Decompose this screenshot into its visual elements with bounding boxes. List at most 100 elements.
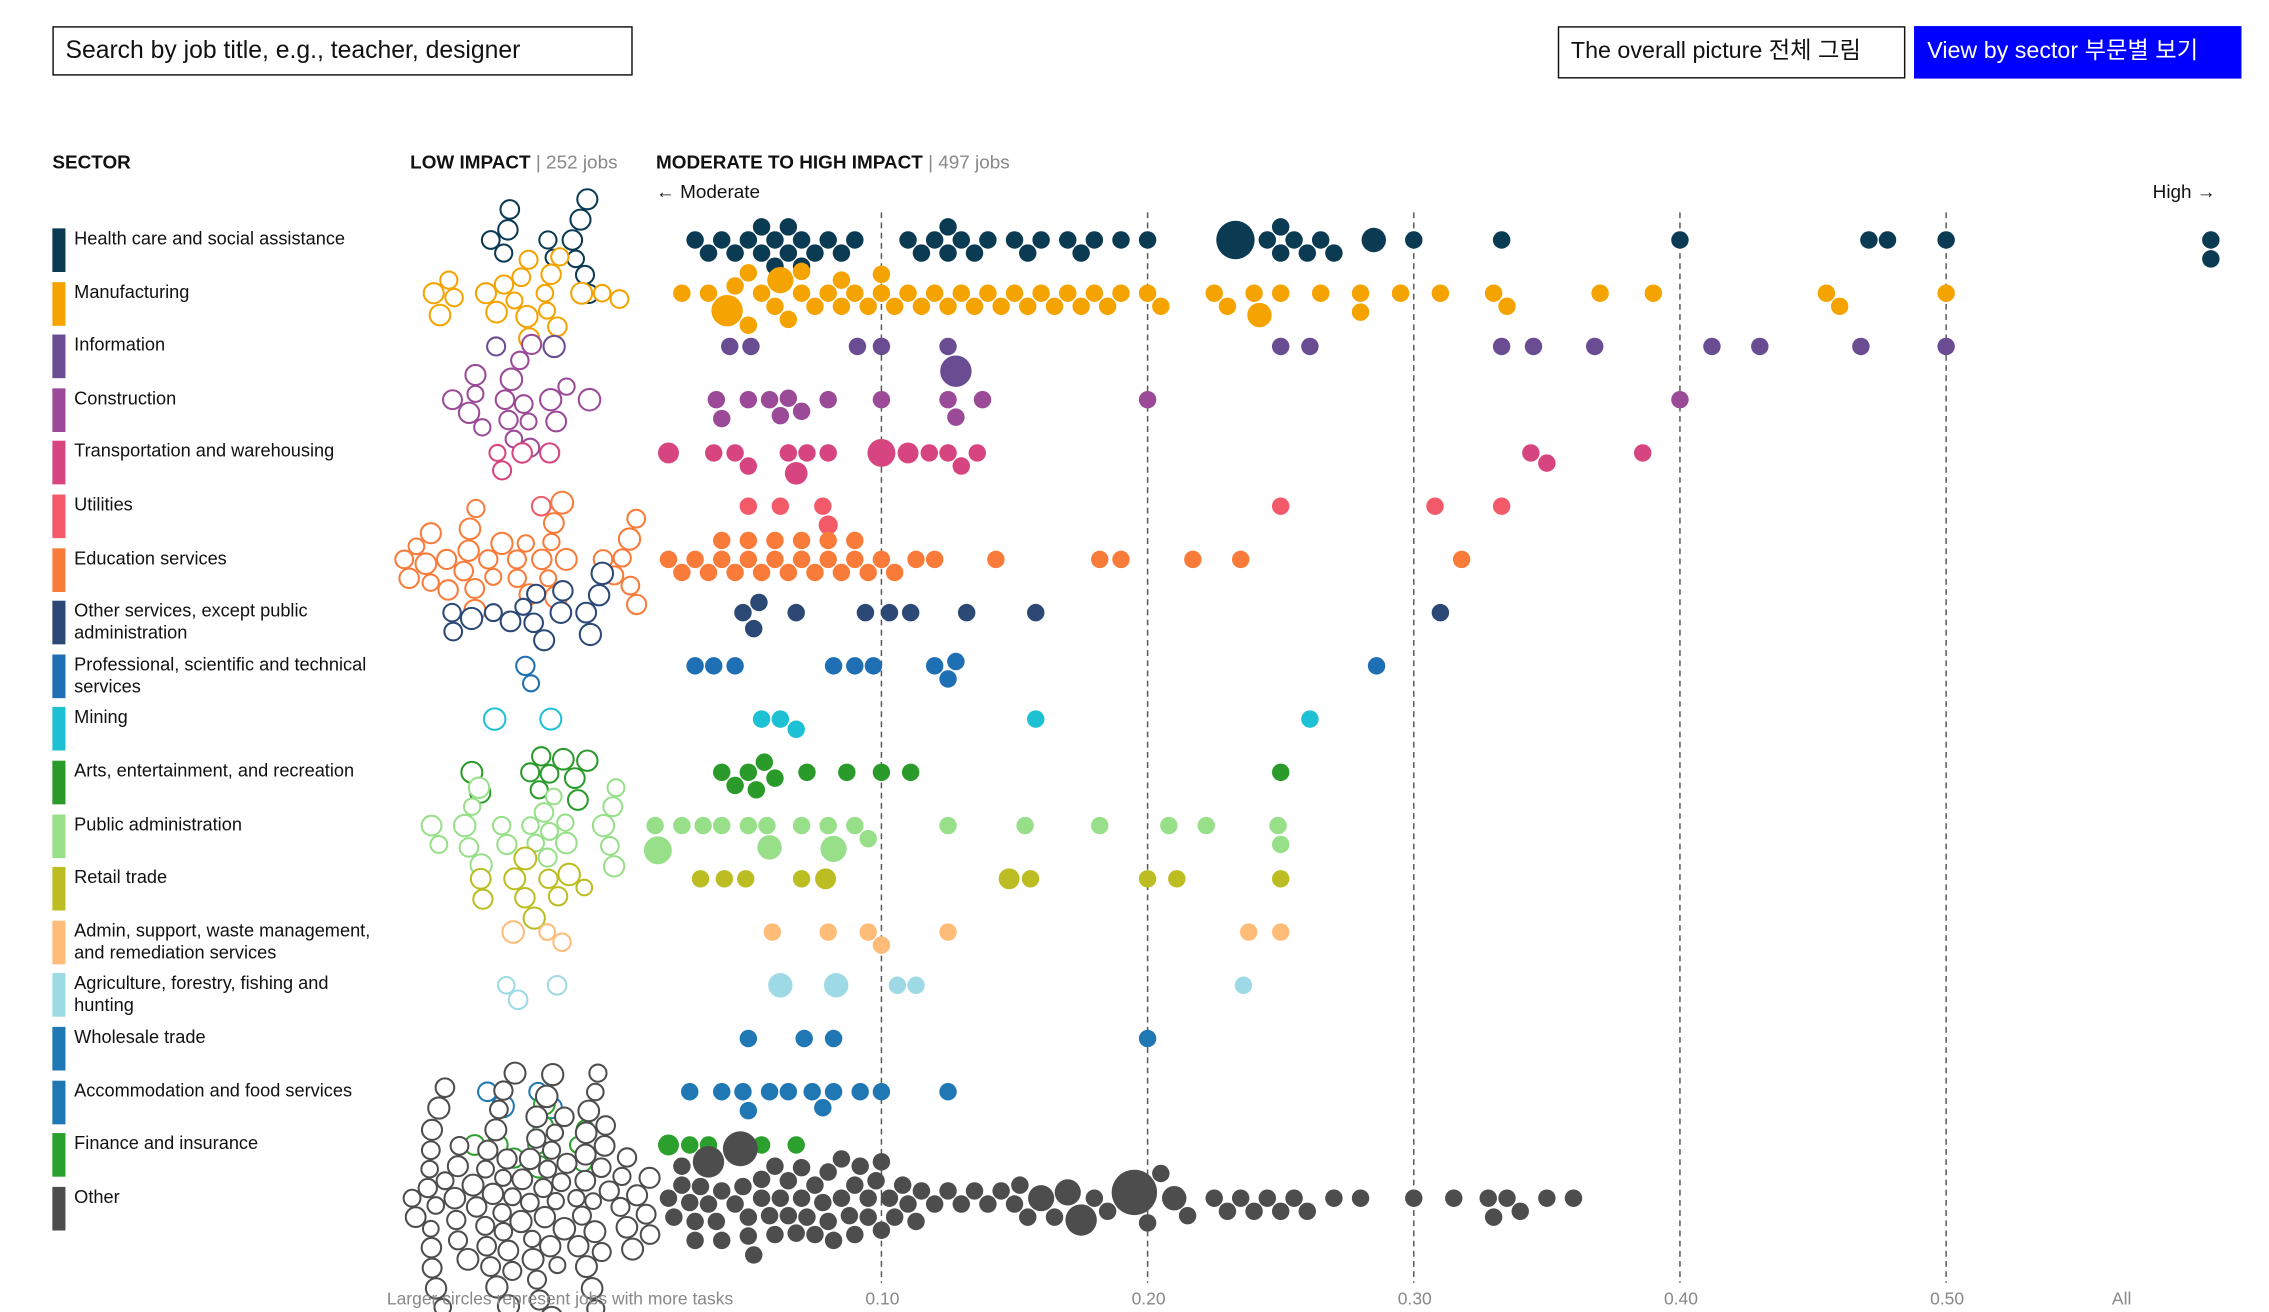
- impact-job-dot[interactable]: [940, 355, 972, 387]
- low-impact-job-dot[interactable]: [420, 814, 443, 837]
- impact-job-dot[interactable]: [779, 1206, 798, 1225]
- impact-job-dot[interactable]: [2202, 250, 2220, 268]
- impact-job-dot[interactable]: [859, 297, 877, 316]
- impact-job-dot[interactable]: [1027, 710, 1045, 728]
- impact-job-dot[interactable]: [1197, 816, 1215, 835]
- impact-job-dot[interactable]: [1085, 231, 1104, 249]
- impact-job-dot[interactable]: [872, 390, 891, 409]
- low-impact-job-dot[interactable]: [552, 932, 572, 952]
- impact-job-dot[interactable]: [819, 1212, 837, 1231]
- low-impact-job-dot[interactable]: [534, 1084, 559, 1109]
- low-impact-job-dot[interactable]: [501, 920, 525, 944]
- low-impact-job-dot[interactable]: [626, 1184, 649, 1207]
- low-impact-job-dot[interactable]: [557, 862, 581, 887]
- low-impact-job-dot[interactable]: [522, 906, 546, 930]
- low-impact-job-dot[interactable]: [424, 1277, 448, 1300]
- impact-job-dot[interactable]: [766, 769, 784, 787]
- impact-job-dot[interactable]: [768, 973, 793, 998]
- impact-job-dot[interactable]: [1484, 1208, 1503, 1226]
- impact-job-dot[interactable]: [1524, 337, 1543, 356]
- impact-job-dot[interactable]: [1271, 835, 1290, 854]
- impact-job-dot[interactable]: [901, 603, 920, 622]
- impact-job-dot[interactable]: [1285, 1189, 1303, 1207]
- low-impact-job-dot[interactable]: [570, 281, 594, 305]
- low-impact-job-dot[interactable]: [539, 442, 561, 464]
- impact-job-dot[interactable]: [1138, 1029, 1157, 1048]
- low-impact-job-dot[interactable]: [496, 1148, 518, 1170]
- impact-job-dot[interactable]: [659, 1189, 678, 1207]
- low-impact-job-dot[interactable]: [499, 610, 522, 633]
- impact-job-dot[interactable]: [846, 816, 864, 835]
- low-impact-job-dot[interactable]: [541, 1140, 562, 1160]
- low-impact-job-dot[interactable]: [480, 1256, 502, 1278]
- impact-job-dot[interactable]: [699, 1195, 718, 1213]
- impact-job-dot[interactable]: [686, 1231, 704, 1250]
- low-impact-job-dot[interactable]: [521, 333, 543, 356]
- impact-job-dot[interactable]: [885, 563, 904, 582]
- impact-job-dot[interactable]: [739, 531, 758, 550]
- low-impact-job-dot[interactable]: [523, 1229, 542, 1249]
- impact-job-dot[interactable]: [939, 1083, 957, 1101]
- impact-job-dot[interactable]: [712, 1182, 731, 1200]
- impact-job-dot[interactable]: [806, 1225, 824, 1244]
- low-impact-job-dot[interactable]: [443, 621, 464, 642]
- low-impact-job-dot[interactable]: [617, 527, 642, 551]
- impact-job-dot[interactable]: [779, 1083, 798, 1101]
- impact-job-dot[interactable]: [888, 976, 907, 995]
- low-impact-job-dot[interactable]: [480, 230, 501, 250]
- low-impact-job-dot[interactable]: [464, 363, 487, 387]
- low-impact-job-dot[interactable]: [483, 603, 503, 623]
- impact-job-dot[interactable]: [952, 457, 971, 475]
- low-impact-job-dot[interactable]: [511, 267, 532, 288]
- impact-job-dot[interactable]: [998, 868, 1020, 890]
- low-impact-job-dot[interactable]: [505, 291, 524, 310]
- impact-job-dot[interactable]: [779, 563, 798, 582]
- impact-job-dot[interactable]: [699, 244, 718, 262]
- low-impact-job-dot[interactable]: [414, 552, 438, 576]
- impact-job-dot[interactable]: [1112, 231, 1130, 249]
- low-impact-job-dot[interactable]: [544, 787, 563, 806]
- low-impact-job-dot[interactable]: [588, 1063, 608, 1083]
- impact-job-dot[interactable]: [792, 262, 811, 281]
- impact-job-dot[interactable]: [979, 1195, 997, 1213]
- impact-job-dot[interactable]: [1426, 497, 1444, 515]
- impact-job-dot[interactable]: [1065, 1204, 1097, 1236]
- impact-job-dot[interactable]: [806, 244, 824, 262]
- low-impact-job-dot[interactable]: [526, 1128, 547, 1149]
- impact-job-dot[interactable]: [992, 297, 1010, 316]
- low-impact-job-dot[interactable]: [452, 813, 477, 838]
- low-impact-job-dot[interactable]: [457, 401, 481, 424]
- impact-job-dot[interactable]: [1231, 550, 1250, 569]
- impact-job-dot[interactable]: [846, 284, 864, 302]
- low-impact-job-dot[interactable]: [554, 1106, 575, 1128]
- impact-job-dot[interactable]: [715, 870, 734, 888]
- impact-job-dot[interactable]: [1479, 1189, 1497, 1207]
- impact-job-dot[interactable]: [1271, 923, 1290, 941]
- impact-job-dot[interactable]: [792, 816, 811, 835]
- impact-job-dot[interactable]: [1152, 297, 1170, 316]
- impact-job-dot[interactable]: [752, 284, 771, 302]
- low-impact-job-dot[interactable]: [538, 923, 557, 941]
- impact-job-dot[interactable]: [739, 457, 758, 475]
- impact-job-dot[interactable]: [1937, 337, 1955, 356]
- impact-job-dot[interactable]: [752, 244, 771, 262]
- low-impact-job-dot[interactable]: [498, 409, 519, 431]
- low-impact-job-dot[interactable]: [542, 334, 566, 359]
- impact-job-dot[interactable]: [1325, 1189, 1343, 1207]
- low-impact-job-dot[interactable]: [539, 1235, 562, 1258]
- low-impact-job-dot[interactable]: [497, 1239, 520, 1262]
- impact-job-dot[interactable]: [947, 408, 965, 426]
- low-impact-job-dot[interactable]: [482, 707, 507, 731]
- impact-job-dot[interactable]: [792, 1189, 811, 1207]
- impact-job-dot[interactable]: [747, 781, 766, 799]
- low-impact-job-dot[interactable]: [515, 304, 539, 329]
- impact-job-dot[interactable]: [757, 835, 782, 860]
- low-impact-job-dot[interactable]: [529, 1289, 551, 1311]
- impact-job-dot[interactable]: [1644, 284, 1663, 302]
- impact-job-dot[interactable]: [1019, 1208, 1037, 1226]
- low-impact-job-dot[interactable]: [420, 1140, 441, 1161]
- low-impact-job-dot[interactable]: [638, 1166, 661, 1189]
- low-impact-job-dot[interactable]: [540, 821, 559, 841]
- low-impact-job-dot[interactable]: [435, 1171, 455, 1191]
- impact-job-dot[interactable]: [979, 284, 997, 302]
